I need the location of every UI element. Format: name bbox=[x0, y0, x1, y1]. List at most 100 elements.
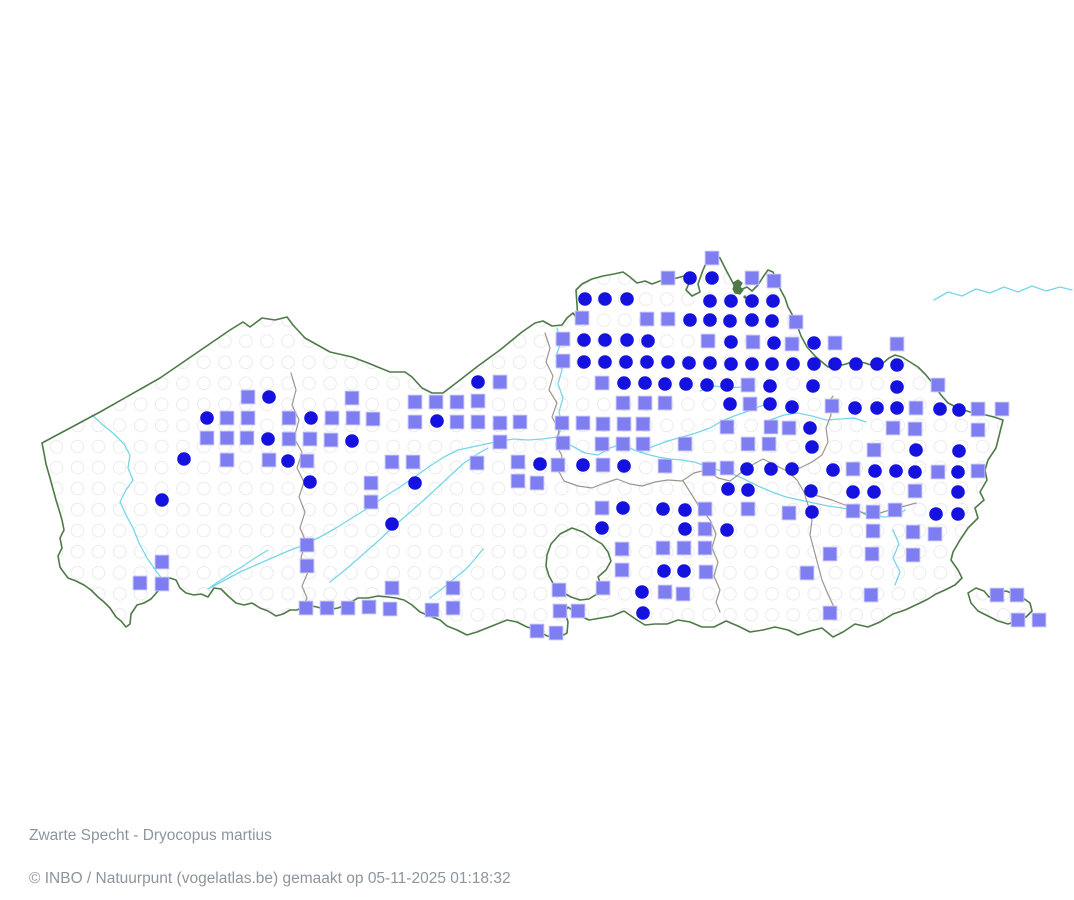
observation-circle bbox=[933, 402, 947, 416]
observation-square bbox=[407, 394, 423, 410]
observation-square bbox=[822, 546, 838, 562]
observation-circle bbox=[598, 355, 612, 369]
observation-circle bbox=[951, 507, 965, 521]
species-title: Zwarte Specht - Dryocopus martius bbox=[29, 827, 272, 844]
observation-square bbox=[510, 473, 526, 489]
observation-circle bbox=[766, 294, 780, 308]
observation-circle bbox=[745, 294, 759, 308]
observation-circle bbox=[868, 464, 882, 478]
observation-square bbox=[552, 603, 568, 619]
copyright-line: © INBO / Natuurpunt (vogelatlas.be) gema… bbox=[29, 869, 511, 887]
observation-square bbox=[492, 434, 508, 450]
observation-square bbox=[657, 458, 673, 474]
observation-circle bbox=[805, 505, 819, 519]
river-maas bbox=[933, 285, 1073, 301]
observation-square bbox=[781, 505, 797, 521]
observation-square bbox=[594, 500, 610, 516]
observation-square bbox=[784, 336, 800, 352]
observation-circle bbox=[723, 397, 737, 411]
observation-square bbox=[405, 454, 421, 470]
observation-square bbox=[675, 586, 691, 602]
observation-square bbox=[742, 396, 758, 412]
observation-square bbox=[614, 541, 630, 557]
observation-circle bbox=[765, 357, 779, 371]
observation-square bbox=[363, 475, 379, 491]
observation-square bbox=[469, 455, 485, 471]
observation-square bbox=[788, 314, 804, 330]
observation-circle bbox=[578, 292, 592, 306]
observation-square bbox=[298, 600, 314, 616]
observation-square bbox=[340, 600, 356, 616]
observation-square bbox=[575, 415, 591, 431]
observation-square bbox=[660, 270, 676, 286]
observation-square bbox=[676, 540, 692, 556]
observation-circle bbox=[724, 357, 738, 371]
observation-square bbox=[927, 526, 943, 542]
observation-square bbox=[615, 395, 631, 411]
flanders-outline bbox=[41, 253, 1004, 639]
observation-circle bbox=[952, 403, 966, 417]
observation-circle bbox=[803, 421, 817, 435]
observation-circle bbox=[577, 355, 591, 369]
observation-circle bbox=[345, 434, 359, 448]
observation-square bbox=[594, 436, 610, 452]
observation-circle bbox=[177, 452, 191, 466]
observation-square bbox=[445, 580, 461, 596]
observation-square bbox=[323, 432, 339, 448]
observation-circle bbox=[385, 517, 399, 531]
observation-square bbox=[424, 602, 440, 618]
observation-circle bbox=[703, 313, 717, 327]
observation-circle bbox=[303, 475, 317, 489]
border-west-east-flanders bbox=[290, 372, 309, 608]
observation-square bbox=[970, 422, 986, 438]
observation-circle bbox=[720, 378, 734, 392]
observation-square bbox=[905, 547, 921, 563]
observation-circle bbox=[721, 482, 735, 496]
observation-circle bbox=[635, 585, 649, 599]
observation-square bbox=[700, 333, 716, 349]
observation-square bbox=[550, 457, 566, 473]
observation-circle bbox=[929, 507, 943, 521]
observation-circle bbox=[828, 357, 842, 371]
observation-square bbox=[324, 410, 340, 426]
river-zenne bbox=[429, 548, 484, 599]
observation-circle bbox=[846, 485, 860, 499]
observation-square bbox=[970, 401, 986, 417]
observation-circle bbox=[641, 334, 655, 348]
observation-circle bbox=[679, 377, 693, 391]
heath-dot bbox=[743, 295, 747, 299]
observation-square bbox=[510, 454, 526, 470]
observation-circle bbox=[807, 357, 821, 371]
observation-circle bbox=[745, 357, 759, 371]
observation-square bbox=[551, 582, 567, 598]
observation-square bbox=[907, 421, 923, 437]
observation-square bbox=[865, 504, 881, 520]
observation-square bbox=[885, 420, 901, 436]
observation-square bbox=[719, 419, 735, 435]
observation-circle bbox=[155, 493, 169, 507]
observation-circle bbox=[533, 457, 547, 471]
observation-circle bbox=[724, 294, 738, 308]
observation-square bbox=[299, 558, 315, 574]
observation-square bbox=[660, 311, 676, 327]
observation-circle bbox=[807, 336, 821, 350]
observation-circle bbox=[430, 414, 444, 428]
observation-square bbox=[701, 461, 717, 477]
observation-square bbox=[299, 453, 315, 469]
observation-circle bbox=[636, 606, 650, 620]
observation-square bbox=[240, 410, 256, 426]
observation-square bbox=[363, 494, 379, 510]
observation-circle bbox=[703, 294, 717, 308]
observation-square bbox=[319, 600, 335, 616]
observation-square bbox=[863, 587, 879, 603]
observation-circle bbox=[576, 458, 590, 472]
observation-square bbox=[595, 580, 611, 596]
observation-square bbox=[281, 410, 297, 426]
observation-square bbox=[345, 410, 361, 426]
map-caption: Zwarte Specht - Dryocopus martius © INBO… bbox=[29, 828, 511, 886]
observation-circle bbox=[908, 465, 922, 479]
observation-square bbox=[905, 524, 921, 540]
observation-square bbox=[822, 605, 838, 621]
observation-square bbox=[365, 411, 381, 427]
observation-circle bbox=[826, 463, 840, 477]
